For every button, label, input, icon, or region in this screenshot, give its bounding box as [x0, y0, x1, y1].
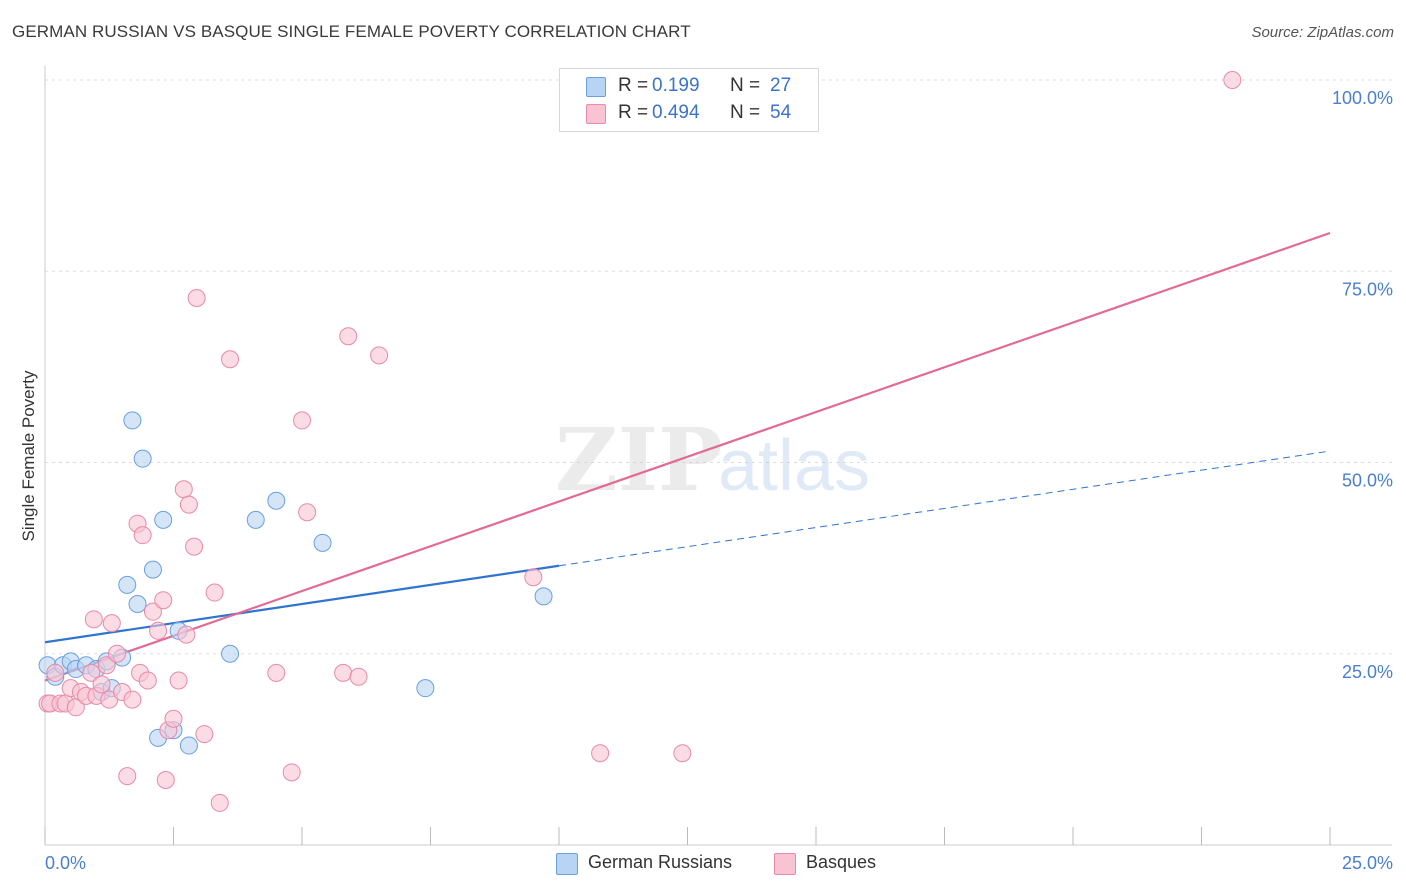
point-basques — [591, 744, 610, 763]
point-basques — [123, 690, 142, 709]
axis-labels: 25.0% 50.0% 75.0% 100.0% 0.0% 25.0% Single Fem… — [19, 88, 1393, 873]
point-basques — [195, 725, 214, 744]
point-basques — [221, 350, 240, 369]
y-tick-label: 100.0% — [1332, 88, 1393, 108]
point-basques — [298, 503, 317, 522]
point-basques — [524, 568, 543, 587]
legend-n-value: 54 — [770, 102, 792, 123]
trend-lines — [44, 231, 1331, 682]
point-basques — [339, 327, 358, 346]
legend-swatch-german-russians — [556, 853, 578, 875]
legend-n-label: N = — [730, 75, 761, 96]
legend-box: R = 0.199 N = 27 R = 0.494 N = 54 — [559, 68, 819, 132]
legend-n-label: N = — [730, 102, 761, 123]
source-label: Source: ZipAtlas.com — [1251, 24, 1394, 41]
point-basques — [267, 663, 286, 682]
y-tick-label: 25.0% — [1342, 662, 1393, 682]
y-tick-label: 50.0% — [1342, 471, 1393, 491]
x-tick-label: 0.0% — [45, 853, 86, 873]
point-basques — [92, 675, 111, 694]
point-basques — [154, 591, 173, 610]
point-basques — [82, 663, 101, 682]
point-german-russians — [118, 575, 137, 594]
point-basques — [177, 625, 196, 644]
x-tick-label: 25.0% — [1342, 853, 1393, 873]
legend-r-value: 0.199 — [652, 75, 700, 96]
point-german-russians — [143, 560, 162, 579]
point-basques — [84, 610, 103, 629]
axes — [44, 66, 1392, 846]
point-german-russians — [179, 736, 198, 755]
point-german-russians — [154, 510, 173, 529]
legend-n-value: 27 — [770, 75, 792, 96]
data-points — [38, 71, 1242, 812]
point-basques — [46, 663, 65, 682]
point-basques — [149, 621, 168, 640]
point-basques — [169, 671, 188, 690]
legend-r-label: R = — [618, 75, 649, 96]
point-german-russians — [534, 587, 553, 606]
point-german-russians — [221, 644, 240, 663]
point-basques — [370, 346, 389, 365]
trend-line-basques — [44, 231, 1331, 682]
legend-r-label: R = — [618, 102, 649, 123]
point-german-russians — [416, 679, 435, 698]
chart-title: GERMAN RUSSIAN VS BASQUE SINGLE FEMALE P… — [12, 22, 691, 41]
point-german-russians — [123, 411, 142, 430]
point-basques — [107, 644, 126, 663]
trend-line-dashed-german-russians — [558, 450, 1331, 567]
point-basques — [133, 526, 152, 545]
point-german-russians — [267, 491, 286, 510]
point-basques — [143, 602, 162, 621]
legend-swatch-german-russians — [586, 77, 606, 97]
watermark: ZIP atlas — [555, 410, 870, 511]
point-basques — [205, 583, 224, 602]
point-basques — [334, 663, 353, 682]
point-basques — [673, 744, 692, 763]
point-german-russians — [128, 595, 147, 614]
watermark-zip: ZIP — [555, 410, 723, 511]
point-basques — [102, 614, 121, 633]
point-german-russians — [313, 533, 332, 552]
point-basques — [179, 495, 198, 514]
point-basques — [164, 709, 183, 728]
trend-line-german-russians — [44, 564, 560, 644]
point-basques — [174, 480, 193, 499]
point-german-russians — [133, 449, 152, 468]
legend-r-value: 0.494 — [652, 102, 700, 123]
legend-swatch-basques — [586, 104, 606, 124]
legend-label: Basques — [806, 852, 877, 872]
point-basques — [293, 411, 311, 430]
point-basques — [185, 537, 204, 556]
point-basques — [97, 656, 116, 675]
y-tick-label: 75.0% — [1342, 279, 1393, 299]
point-basques — [210, 793, 229, 812]
gridlines — [45, 79, 1392, 655]
point-basques — [282, 763, 301, 782]
point-basques — [118, 767, 137, 786]
y-axis-title: Single Female Poverty — [19, 370, 38, 542]
legend-swatch-basques — [774, 853, 796, 875]
point-basques — [187, 289, 206, 308]
point-basques — [349, 667, 368, 686]
legend-label: German Russians — [588, 852, 733, 872]
point-basques — [156, 770, 175, 789]
point-german-russians — [246, 510, 265, 529]
watermark-atlas: atlas — [718, 426, 870, 506]
point-basques — [1223, 71, 1242, 89]
point-basques — [138, 671, 157, 690]
